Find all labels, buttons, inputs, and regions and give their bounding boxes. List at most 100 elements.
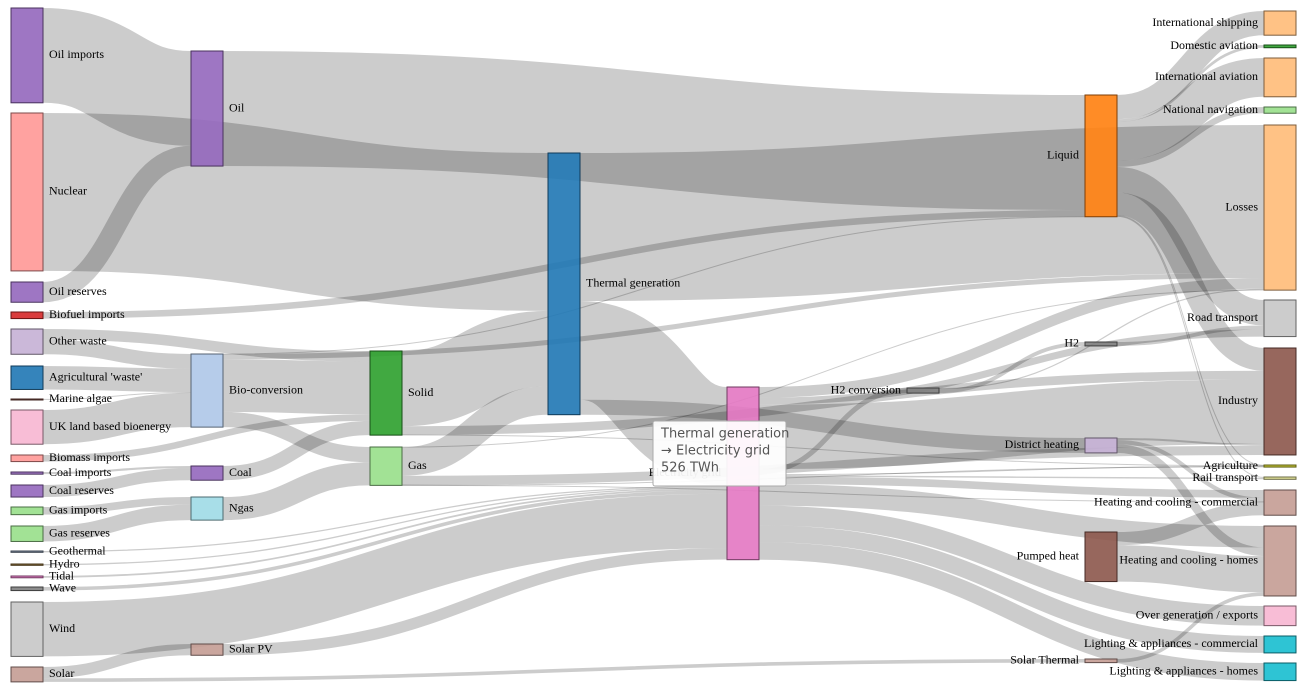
link <box>401 484 1265 503</box>
link <box>42 391 192 400</box>
node <box>10 666 44 683</box>
node-label: Geothermal <box>49 543 106 557</box>
link <box>401 386 549 476</box>
node <box>10 409 44 445</box>
node <box>190 50 224 167</box>
node <box>10 563 44 566</box>
node <box>10 281 44 303</box>
tooltip-line: Thermal generation <box>660 427 789 442</box>
link <box>42 490 728 591</box>
node <box>369 350 403 436</box>
link <box>42 488 728 578</box>
node <box>1263 605 1297 627</box>
node-label: Oil imports <box>49 47 104 61</box>
link <box>42 497 192 515</box>
link <box>758 484 1265 548</box>
link <box>222 51 1086 211</box>
link <box>1116 440 1265 502</box>
node <box>1084 437 1118 454</box>
link <box>758 475 1265 480</box>
node-label: Rail transport <box>1192 470 1258 484</box>
node <box>190 643 224 656</box>
link <box>42 145 192 303</box>
tooltip: Thermal generation → Electricity grid 52… <box>652 420 789 487</box>
node-label: Oil <box>229 100 245 114</box>
node-label: UK land based bioenergy <box>49 419 171 433</box>
node <box>10 311 44 320</box>
node-label: Heating and cooling - homes <box>1119 553 1258 567</box>
link <box>42 504 192 542</box>
link <box>42 113 549 311</box>
link <box>42 493 728 657</box>
nodes: Agricultural 'waste' Bio-conversion Liquid… <box>10 7 1297 683</box>
node-label: Over generation / exports <box>1136 608 1259 622</box>
link <box>938 288 1265 390</box>
node-label: National navigation <box>1163 102 1258 116</box>
node-label: Liquid <box>1047 148 1079 162</box>
link <box>222 420 371 481</box>
link <box>222 548 728 656</box>
link <box>42 414 371 462</box>
node <box>10 575 44 579</box>
link <box>42 392 192 445</box>
link <box>758 476 1265 498</box>
node <box>1084 341 1118 347</box>
node-label: Solar Thermal <box>1010 653 1079 667</box>
link <box>1116 444 1265 557</box>
link <box>401 434 1265 467</box>
node-label: District heating <box>1005 437 1079 451</box>
link <box>1116 325 1265 346</box>
node <box>1263 635 1297 654</box>
node-label: Oil reserves <box>49 284 107 298</box>
link <box>42 466 192 475</box>
link <box>401 289 1265 448</box>
node <box>1084 94 1118 218</box>
node-label: Nuclear <box>49 184 87 198</box>
node <box>1263 10 1297 36</box>
node-label: Marine algae <box>49 391 112 405</box>
link <box>758 525 1265 653</box>
link <box>42 644 192 679</box>
node <box>1263 57 1297 98</box>
node <box>1084 658 1118 664</box>
link <box>1116 215 1265 478</box>
node <box>1084 531 1118 583</box>
node <box>1263 44 1297 49</box>
link <box>758 329 1265 405</box>
node-label: Thermal generation <box>586 276 680 290</box>
node <box>1263 662 1297 682</box>
node-label: Pumped heat <box>1017 549 1080 563</box>
link <box>758 505 1265 626</box>
node-label: Solar <box>49 666 74 680</box>
node <box>1263 476 1297 480</box>
link <box>222 411 371 463</box>
node <box>10 328 44 355</box>
node <box>10 506 44 516</box>
node-label: H2 <box>1064 336 1079 350</box>
node <box>906 387 940 394</box>
node <box>1263 464 1297 468</box>
node <box>1263 106 1297 114</box>
link <box>1115 192 1266 371</box>
tooltip-line: 526 TWh <box>661 461 719 476</box>
node <box>10 471 44 475</box>
link <box>222 359 371 415</box>
link <box>42 487 728 566</box>
node-label: Biofuel imports <box>49 307 125 321</box>
node <box>1263 124 1297 291</box>
link <box>579 125 1265 301</box>
link <box>401 370 1265 435</box>
link <box>1116 592 1265 663</box>
node-label: International shipping <box>1152 15 1258 29</box>
link <box>222 462 371 521</box>
node-label: Heating and cooling - commercial <box>1094 494 1259 508</box>
link <box>1116 11 1265 120</box>
node-label: Coal reserves <box>49 483 114 497</box>
link <box>1115 166 1266 326</box>
node <box>10 454 44 463</box>
node-label: Agriculture <box>1203 458 1258 472</box>
link <box>41 8 193 146</box>
link <box>579 399 1086 453</box>
link <box>42 366 192 393</box>
